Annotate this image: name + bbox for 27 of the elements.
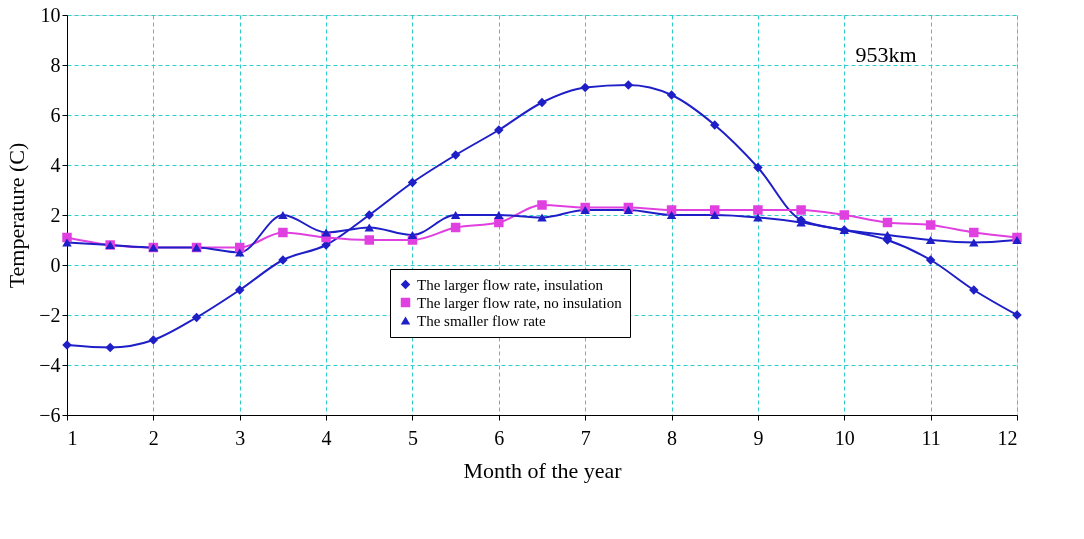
x-tick-label: 3 xyxy=(235,426,246,449)
x-tick-label: 6 xyxy=(494,426,505,449)
y-tick-label: 8 xyxy=(50,53,61,76)
x-tick-label: 9 xyxy=(753,426,764,449)
y-tick-label: 4 xyxy=(50,153,61,176)
legend-label: The larger flow rate, no insulation xyxy=(417,294,623,311)
legend-label: The smaller flow rate xyxy=(417,312,547,329)
x-tick-label: 4 xyxy=(321,426,332,449)
x-tick-label: 7 xyxy=(580,426,591,449)
x-tick-label: 2 xyxy=(148,426,159,449)
x-tick-label: 5 xyxy=(407,426,418,449)
y-axis-title: Temperature (C) xyxy=(4,142,30,289)
y-tick-label: 6 xyxy=(50,103,61,126)
x-axis-title: Month of the year xyxy=(463,457,623,483)
y-tick-label: −6 xyxy=(39,403,61,426)
y-tick-label: −2 xyxy=(39,303,61,326)
x-tick-label: 12 xyxy=(997,426,1018,449)
x-tick-label: 1 xyxy=(67,426,78,449)
x-tick-label: 11 xyxy=(921,426,941,449)
annotation: 953km xyxy=(855,42,917,67)
y-tick-label: −4 xyxy=(39,353,61,376)
x-tick-label: 10 xyxy=(834,426,855,449)
y-tick-label: 2 xyxy=(50,203,61,226)
legend-label: The larger flow rate, insulation xyxy=(417,276,604,293)
y-tick-label: 0 xyxy=(50,253,61,276)
x-tick-label: 8 xyxy=(667,426,678,449)
y-tick-label: 10 xyxy=(40,3,61,26)
